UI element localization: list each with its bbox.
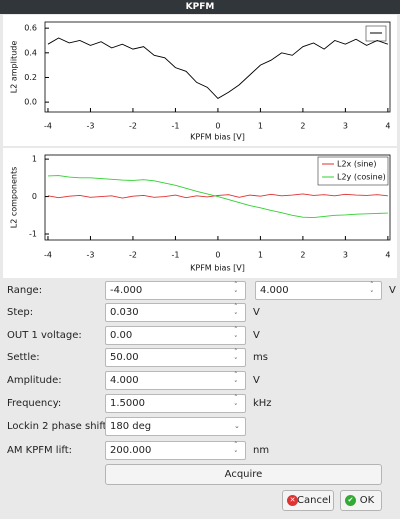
- dropdown[interactable]: 180 deg: [105, 417, 246, 436]
- unit-label: nm: [253, 445, 270, 456]
- spin-arrows: ˄ ˅: [234, 394, 238, 411]
- x-tick-label: 2: [300, 251, 305, 260]
- field-label: OUT 1 voltage:: [7, 330, 82, 341]
- data-line: [47, 193, 388, 199]
- x-axis-label: KPFM bias [V]: [190, 264, 245, 273]
- data-line: [47, 37, 389, 100]
- unit-label: kHz: [253, 398, 272, 409]
- y-tick-label: 0.4: [24, 48, 37, 57]
- spin-arrows: ˄ ˅: [234, 326, 238, 343]
- unit-label: ms: [253, 352, 268, 363]
- spin-arrows: ˄ ˅: [234, 371, 238, 388]
- acquire-button[interactable]: Acquire: [105, 464, 382, 485]
- spin-arrows: ˄ ˅: [234, 441, 238, 458]
- spin-box[interactable]: -4.000: [105, 281, 246, 300]
- spin-arrows: ˄ ˅: [234, 348, 238, 365]
- data-line: [47, 175, 388, 218]
- x-tick-label: 4: [385, 122, 390, 131]
- spin-box[interactable]: 50.00: [105, 348, 246, 367]
- unit-label: V: [253, 307, 260, 318]
- y-tick-label: 0: [32, 192, 37, 201]
- x-tick-label: 0: [215, 251, 220, 260]
- y-tick-label: 1: [32, 155, 37, 164]
- spin-box[interactable]: 4.000: [255, 281, 382, 300]
- x-tick-label: 1: [258, 122, 263, 131]
- field-label: AM KPFM lift:: [7, 445, 72, 456]
- y-axis-label: L2 components: [10, 167, 19, 229]
- x-tick-label: -4: [44, 251, 52, 260]
- unit-label: V: [253, 375, 260, 386]
- x-tick-label: -4: [44, 122, 52, 131]
- field-label: Amplitude:: [7, 375, 62, 386]
- x-tick-label: 3: [343, 251, 348, 260]
- spin-arrows: ˄ ˅: [234, 303, 238, 320]
- plot-panel: [3, 15, 397, 146]
- x-axis-label: KPFM bias [V]: [190, 133, 245, 142]
- spin-box[interactable]: 4.000: [105, 371, 246, 390]
- spin-arrows: ˄ ˅: [234, 281, 238, 298]
- button-icon: ✕: [287, 495, 298, 506]
- spin-box[interactable]: 0.00: [105, 326, 246, 345]
- spin-box[interactable]: 1.5000: [105, 394, 246, 413]
- y-tick-label: 0.0: [24, 98, 37, 107]
- x-tick-label: -3: [86, 251, 94, 260]
- field-label: Step:: [7, 307, 34, 318]
- spin-arrows: ˄ ˅: [370, 281, 374, 298]
- x-tick-label: -2: [129, 251, 137, 260]
- legend-label: L2x (sine): [337, 160, 376, 169]
- x-tick-label: -3: [86, 122, 94, 131]
- field-label: Range:: [7, 285, 43, 296]
- legend-label: L2y (cosine): [337, 173, 386, 182]
- x-tick-label: -2: [129, 122, 137, 131]
- field-label: Settle:: [7, 352, 40, 363]
- y-tick-label: 0.2: [24, 73, 37, 82]
- spin-box[interactable]: 0.030: [105, 303, 246, 322]
- ok-button[interactable]: OK ✔: [340, 490, 382, 511]
- cancel-button[interactable]: Cancel ✕: [282, 490, 334, 511]
- y-axis-label: L2 amplitude: [10, 41, 19, 94]
- unit-label: V: [253, 330, 260, 341]
- window-title: KPFM: [185, 2, 215, 12]
- unit-label: V: [389, 285, 396, 296]
- title-bar: KPFM: [0, 0, 400, 14]
- legend-box: [317, 156, 389, 186]
- dropdown-arrow: ⌄: [234, 422, 240, 430]
- y-tick-label: 0.6: [24, 24, 37, 33]
- field-label: Frequency:: [7, 398, 62, 409]
- y-tick-label: -1: [29, 230, 37, 239]
- plots: -4 -3 -2 -1 0 1 2 3 4 0.0 0.2 0.4 0.6 KPFM bias [V] L2…: [3, 15, 397, 278]
- button-icon: ✔: [345, 495, 356, 506]
- x-tick-label: -1: [171, 122, 179, 131]
- x-tick-label: 1: [258, 251, 263, 260]
- x-tick-label: 0: [215, 122, 220, 131]
- x-tick-label: 3: [343, 122, 348, 131]
- x-tick-label: 4: [385, 251, 390, 260]
- x-tick-label: -1: [171, 251, 179, 260]
- field-label: Lockin 2 phase shift:: [7, 421, 110, 432]
- x-tick-label: 2: [300, 122, 305, 131]
- spin-box[interactable]: 200.000: [105, 441, 246, 460]
